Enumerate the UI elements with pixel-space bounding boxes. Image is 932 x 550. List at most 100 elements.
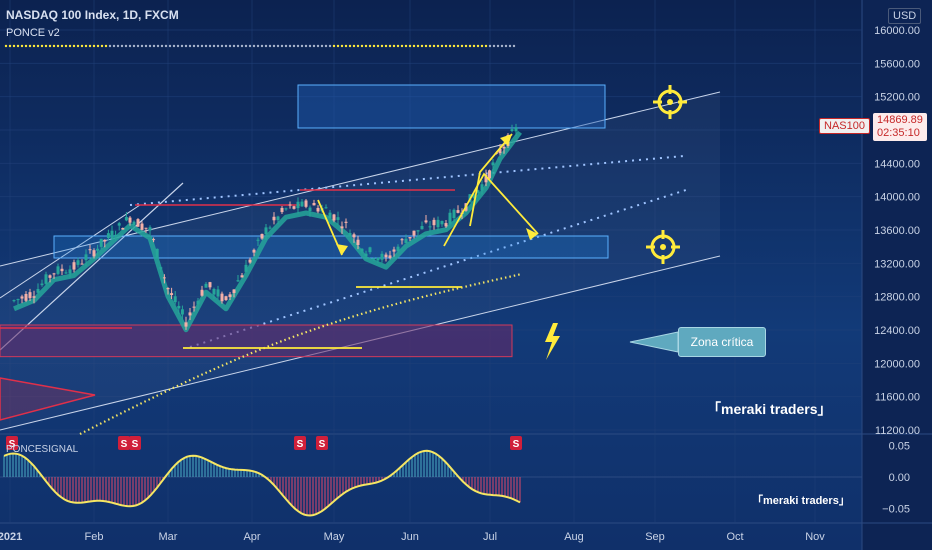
indicator-dot xyxy=(136,44,140,48)
currency-label[interactable]: USD xyxy=(888,8,922,24)
indicator-dot xyxy=(304,44,308,48)
candle-body xyxy=(44,274,48,284)
candle-body xyxy=(114,234,118,237)
candle-body xyxy=(248,259,252,263)
chart-title[interactable]: NASDAQ 100 Index, 1D, FXCM xyxy=(6,8,179,22)
candle-body xyxy=(152,239,156,241)
signal-marker xyxy=(118,436,130,450)
candle-body xyxy=(84,254,88,261)
indicator-dot xyxy=(104,44,108,48)
candle-body xyxy=(428,226,432,228)
indicator-dot xyxy=(60,44,64,48)
candle-body xyxy=(324,207,328,209)
candle-body xyxy=(136,219,140,227)
candle-body xyxy=(456,210,460,213)
candle-body xyxy=(368,247,372,253)
indicator-dot xyxy=(212,44,216,48)
candle-body xyxy=(228,294,232,298)
indicator-dot xyxy=(468,44,472,48)
candle-body xyxy=(236,280,240,282)
candle-body xyxy=(452,209,456,219)
candle-body xyxy=(96,248,100,251)
candle-body xyxy=(52,273,56,275)
indicator-dot xyxy=(328,44,332,48)
price-tick-label: 12400.00 xyxy=(874,325,920,337)
indicator-dot xyxy=(400,44,404,48)
indicator-dot xyxy=(184,44,188,48)
time-tick-label: Aug xyxy=(564,531,584,543)
price-tick-label: 12000.00 xyxy=(874,358,920,370)
candle-body xyxy=(88,249,92,251)
candle-body xyxy=(360,248,364,252)
indicator-name[interactable]: PONCE v2 xyxy=(6,27,60,39)
candle-body xyxy=(256,239,260,241)
time-tick-label: Nov xyxy=(805,531,825,543)
zona-critica-callout[interactable]: Zona crítica xyxy=(678,327,766,357)
candle-body xyxy=(216,289,220,297)
indicator-dot xyxy=(188,44,192,48)
candle-body xyxy=(436,219,440,228)
candle-body xyxy=(336,217,340,220)
support-box xyxy=(53,235,609,259)
indicator-dot xyxy=(148,44,152,48)
oscillator-name[interactable]: PONCESIGNAL xyxy=(6,444,79,455)
candle-body xyxy=(476,190,480,193)
osc-tick-label: 0.00 xyxy=(889,472,910,484)
price-tick-label: 14000.00 xyxy=(874,192,920,204)
candle-body xyxy=(484,174,488,183)
candle-body xyxy=(68,269,72,274)
candle-body xyxy=(106,233,110,239)
indicator-dot xyxy=(224,44,228,48)
indicator-dot xyxy=(456,44,460,48)
candle-body xyxy=(404,238,408,243)
indicator-dot xyxy=(172,44,176,48)
indicator-dot xyxy=(332,44,336,48)
indicator-dot xyxy=(380,44,384,48)
time-tick-label: Mar xyxy=(159,531,178,543)
time-tick-label: May xyxy=(324,531,345,543)
indicator-dot xyxy=(56,44,60,48)
indicator-dot xyxy=(508,44,512,48)
indicator-dot xyxy=(140,44,144,48)
osc-signal-line xyxy=(3,449,521,517)
candle-body xyxy=(280,207,284,213)
candle-body xyxy=(364,253,368,257)
indicator-dot xyxy=(276,44,280,48)
indicator-dot xyxy=(340,44,344,48)
indicator-dot xyxy=(4,44,8,48)
candle-body xyxy=(244,264,248,272)
early-channel-line xyxy=(0,204,141,299)
candle-body xyxy=(510,129,514,131)
indicator-dot xyxy=(368,44,372,48)
indicator-dot xyxy=(404,44,408,48)
time-tick-label: Jul xyxy=(483,531,497,543)
indicator-dot xyxy=(296,44,300,48)
candle-body xyxy=(12,300,16,302)
candle-body xyxy=(173,296,177,303)
indicator-dot xyxy=(356,44,360,48)
candle-body xyxy=(288,204,292,206)
indicator-dot xyxy=(388,44,392,48)
indicator-dot xyxy=(324,44,328,48)
indicator-dot xyxy=(96,44,100,48)
candle-body xyxy=(316,207,320,212)
indicator-dot xyxy=(344,44,348,48)
signal-marker xyxy=(129,436,141,450)
watermark-main: 「meraki traders」 xyxy=(707,401,832,417)
indicator-dot xyxy=(424,44,428,48)
price-tick-label: 15200.00 xyxy=(874,92,920,104)
time-tick-label: Feb xyxy=(85,531,104,543)
indicator-dot xyxy=(376,44,380,48)
candle-body xyxy=(180,309,184,315)
indicator-dot xyxy=(8,44,12,48)
target-crosshair-icon xyxy=(646,230,680,264)
osc-tick-label: 0.05 xyxy=(889,440,910,452)
indicator-dot xyxy=(288,44,292,48)
candle-body xyxy=(356,239,360,245)
indicator-dot xyxy=(372,44,376,48)
candle-body xyxy=(212,288,216,295)
indicator-dot xyxy=(312,44,316,48)
indicator-dot xyxy=(92,44,96,48)
candle-body xyxy=(392,249,396,252)
